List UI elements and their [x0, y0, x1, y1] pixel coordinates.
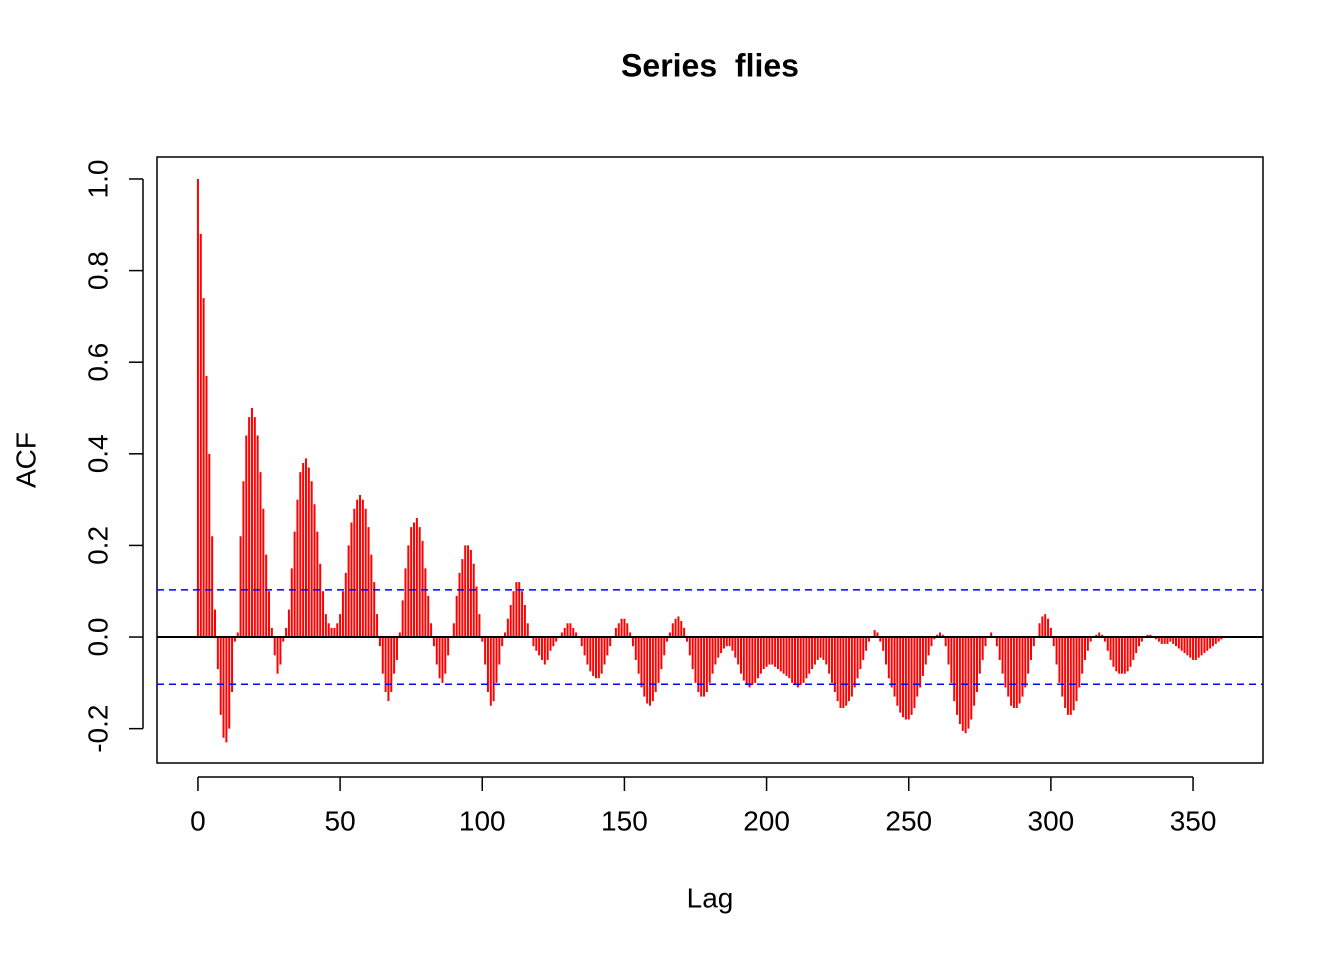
chart-title: Series flies: [621, 47, 799, 83]
y-tick-label: 0.6: [82, 343, 113, 382]
x-tick-label: 200: [743, 805, 790, 836]
y-tick-label: 0.8: [82, 251, 113, 290]
x-tick-label: 50: [325, 805, 356, 836]
y-tick-label: 0.0: [82, 618, 113, 657]
y-axis-label: ACF: [10, 432, 41, 488]
y-tick-label: 0.2: [82, 526, 113, 565]
x-tick-label: 350: [1170, 805, 1217, 836]
x-tick-label: 250: [885, 805, 932, 836]
x-tick-label: 300: [1028, 805, 1075, 836]
x-tick-label: 100: [459, 805, 506, 836]
plot-frame: [156, 156, 1264, 764]
y-tick-label: 0.4: [82, 434, 113, 473]
x-tick-label: 0: [190, 805, 206, 836]
y-tick-label: 1.0: [82, 160, 113, 199]
y-tick-label: -0.2: [82, 705, 113, 753]
x-tick-label: 150: [601, 805, 648, 836]
x-axis-label: Lag: [687, 882, 734, 913]
